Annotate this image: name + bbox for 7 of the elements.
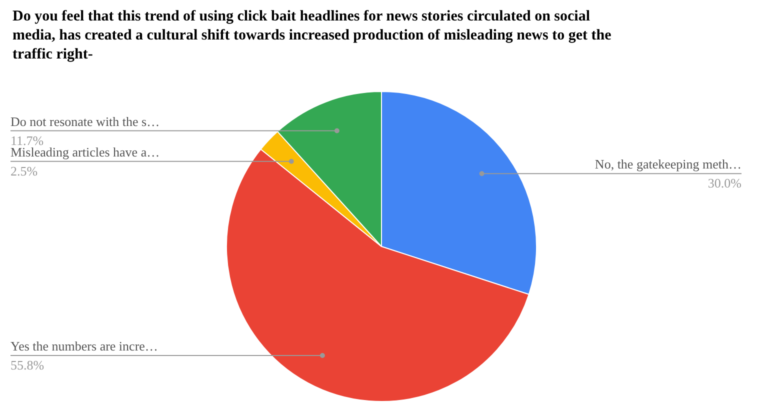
- data-label: 30.0%: [708, 176, 742, 191]
- slice-label: No, the gatekeeping meth…: [594, 156, 742, 172]
- data-label: 2.5%: [10, 163, 38, 178]
- chart-title: Do you feel that this trend of using click bait headlines for news stories circulated on social media, has created a cultural shift towards increased production of misleading news to get the traffic right-: [12, 8, 612, 62]
- slice-label: Yes the numbers are incre…: [10, 338, 158, 354]
- data-label: 55.8%: [10, 358, 44, 373]
- slice-label: Do not resonate with the s…: [10, 114, 160, 129]
